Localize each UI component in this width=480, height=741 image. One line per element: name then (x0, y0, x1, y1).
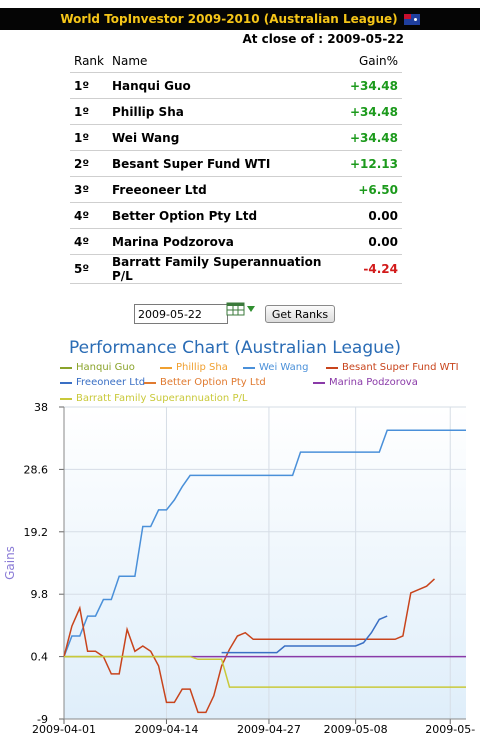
get-ranks-button[interactable]: Get Ranks (265, 305, 335, 323)
y-tick-label: 19.2 (24, 526, 49, 539)
name-cell: Marina Podzorova (108, 228, 346, 255)
gain-cell: +34.48 (345, 124, 402, 151)
legend-swatch (313, 381, 325, 384)
page-title: World TopInvestor 2009-2010 (Australian … (60, 12, 398, 26)
table-row: 1º Phillip Sha +34.48 (70, 98, 402, 125)
legend-item: Besant Super Fund WTI (326, 362, 459, 373)
table-header-row: Rank Name Gain% (70, 50, 402, 73)
legend-swatch (60, 381, 72, 384)
legend-label: Better Option Pty Ltd (160, 377, 266, 388)
name-cell: Freeoneer Ltd (108, 176, 346, 203)
table-row: 3º Freeoneer Ltd +6.50 (70, 176, 402, 203)
calendar-icon[interactable] (226, 301, 256, 317)
x-tick-label: 2009-04-27 (237, 723, 301, 736)
close-date-label: At close of : 2009-05-22 (242, 32, 404, 46)
y-tick-label: 38 (34, 401, 48, 414)
header-title-bar: World TopInvestor 2009-2010 (Australian … (0, 8, 480, 30)
legend-swatch (243, 366, 255, 369)
rank-cell: 4º (70, 202, 108, 229)
series-line (63, 429, 466, 657)
x-tick-label: 2009-04-14 (135, 723, 199, 736)
legend-item: Barratt Family Superannuation P/L (60, 393, 247, 404)
rank-cell: 1º (70, 98, 108, 125)
legend-label: Freeoneer Ltd (76, 377, 146, 388)
y-axis-label: Gains (3, 546, 17, 580)
series-line (221, 615, 388, 654)
name-cell: Hanqui Guo (108, 72, 346, 99)
legend-item: Hanqui Guo (60, 362, 135, 373)
table-row: 1º Wei Wang +34.48 (70, 124, 402, 151)
gain-cell: +12.13 (345, 150, 402, 177)
legend-label: Wei Wang (259, 362, 309, 373)
table-row: 4º Marina Podzorova 0.00 (70, 228, 402, 255)
legend-swatch (326, 366, 338, 369)
legend-swatch (160, 366, 172, 369)
rank-cell: 4º (70, 228, 108, 255)
legend-label: Barratt Family Superannuation P/L (76, 393, 248, 404)
rank-cell: 1º (70, 72, 108, 99)
date-input[interactable] (134, 304, 228, 324)
plot-area (64, 407, 466, 719)
y-tick-label: 28.6 (24, 463, 49, 476)
legend-swatch (144, 381, 156, 384)
australia-flag-icon (403, 13, 420, 25)
name-cell: Besant Super Fund WTI (108, 150, 346, 177)
name-cell: Better Option Pty Ltd (108, 202, 346, 229)
x-tick-label: 2009-05-08 (324, 723, 388, 736)
rank-cell: 1º (70, 124, 108, 151)
gain-cell: -4.24 (345, 254, 402, 284)
gain-cell: +34.48 (345, 98, 402, 125)
legend-item: Freeoneer Ltd (60, 377, 145, 388)
name-cell: Phillip Sha (108, 98, 346, 125)
y-tick-label: 0.4 (31, 651, 49, 664)
table-row: 5º Barratt Family Superannuation P/L -4.24 (70, 254, 402, 284)
gain-cell: 0.00 (345, 228, 402, 255)
table-row: 1º Hanqui Guo +34.48 (70, 72, 402, 99)
y-tick-label: 9.8 (31, 588, 49, 601)
table-row: 2º Besant Super Fund WTI +12.13 (70, 150, 402, 177)
legend-swatch (60, 366, 72, 369)
legend-item: Better Option Pty Ltd (144, 377, 266, 388)
chart-title: Performance Chart (Australian League) (69, 338, 401, 358)
col-header-rank: Rank (70, 50, 108, 73)
legend-label: Marina Podzorova (329, 377, 418, 388)
rank-cell: 2º (70, 150, 108, 177)
legend-item: Wei Wang (243, 362, 308, 373)
rank-cell: 5º (70, 254, 108, 284)
y-tick-label: -9 (37, 713, 48, 726)
rankings-table: Rank Name Gain% 1º Hanqui Guo +34.48 1º Phil… (70, 50, 402, 284)
legend-swatch (60, 397, 72, 400)
name-cell: Wei Wang (108, 124, 346, 151)
legend-item: Marina Podzorova (313, 377, 418, 388)
table-row: 4º Better Option Pty Ltd 0.00 (70, 202, 402, 229)
col-header-name: Name (108, 50, 346, 73)
x-tick-label: 2009-05- (425, 723, 475, 736)
gain-cell: 0.00 (345, 202, 402, 229)
gain-cell: +6.50 (345, 176, 402, 203)
col-header-gain: Gain% (345, 50, 402, 73)
legend-label: Besant Super Fund WTI (342, 362, 459, 373)
rank-cell: 3º (70, 176, 108, 203)
gain-cell: +34.48 (345, 72, 402, 99)
legend-label: Phillip Sha (176, 362, 228, 373)
series-line (64, 655, 466, 688)
x-tick-label: 2009-04-01 (32, 723, 96, 736)
legend-item: Phillip Sha (160, 362, 228, 373)
legend-label: Hanqui Guo (76, 362, 135, 373)
name-cell: Barratt Family Superannuation P/L (108, 254, 346, 284)
dropdown-arrow-icon (247, 306, 255, 312)
